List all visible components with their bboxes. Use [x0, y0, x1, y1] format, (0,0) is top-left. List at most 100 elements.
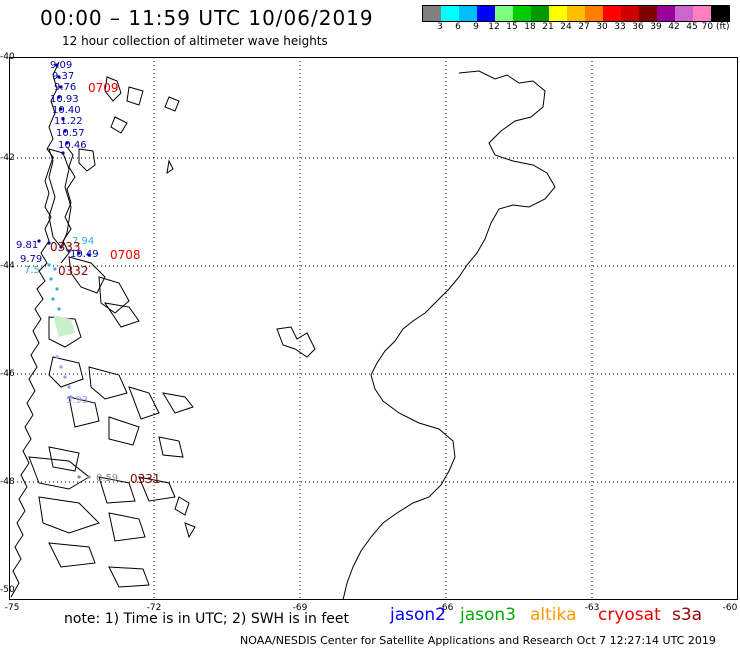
track-point [63, 129, 67, 133]
lat-label: -42 [0, 153, 15, 163]
graticule [9, 57, 738, 600]
track-point [59, 85, 63, 89]
track-point [59, 107, 63, 111]
legend-label: 33 [614, 22, 626, 32]
track-point [59, 365, 63, 369]
observation-time: 0332 [58, 264, 89, 278]
observation-time: 0709 [88, 81, 119, 95]
legend-swatch [585, 6, 603, 21]
legend-swatch [675, 6, 693, 21]
track-fill [53, 315, 75, 337]
track-point [55, 355, 59, 359]
legend-swatch [495, 6, 513, 21]
legend-swatch [441, 6, 459, 21]
track-point [57, 307, 61, 311]
wave-height-value: 10.93 [50, 94, 79, 105]
wave-height-value: 11.22 [54, 116, 83, 127]
lon-label: -63 [584, 603, 600, 613]
track-point [67, 385, 71, 389]
track-point [51, 297, 55, 301]
wave-height-value: 9.09 [50, 60, 73, 71]
wave-height-value: 9.81 [16, 240, 39, 251]
legend-swatch [657, 6, 675, 21]
track-point [49, 277, 53, 281]
legend-label: 21 [542, 22, 554, 32]
legend-swatch [639, 6, 657, 21]
lat-label: -48 [0, 477, 15, 487]
track-point [37, 239, 41, 243]
legend-label: 18 [524, 22, 536, 32]
map-canvas [9, 57, 738, 600]
wave-height-value: 9.37 [52, 71, 75, 82]
observation-time: 0331 [130, 472, 161, 486]
wave-height-value: 0.59 [96, 473, 119, 484]
lat-label: -50 [0, 585, 15, 595]
observation-time: 0333 [50, 240, 81, 254]
legend-label: 15 [506, 22, 518, 32]
legend-label: 42 [668, 22, 680, 32]
legend-swatch [549, 6, 567, 21]
legend-label: 45 [686, 22, 698, 32]
track-point [47, 241, 51, 245]
legend-swatch [567, 6, 585, 21]
lat-label: -44 [0, 261, 15, 271]
lon-label: -69 [292, 603, 308, 613]
lat-label: -40 [0, 52, 15, 62]
track-point [87, 253, 91, 257]
track-point [61, 117, 65, 121]
legend-label: 6 [455, 22, 461, 32]
lat-label: -46 [0, 369, 15, 379]
track-point [87, 475, 91, 479]
footnote: note: 1) Time is in UTC; 2) SWH is in fe… [64, 611, 350, 627]
wave-height-value: 5.93 [66, 395, 89, 406]
track-point [63, 375, 67, 379]
observation-time: 0708 [110, 248, 141, 262]
legend-swatch [693, 6, 711, 21]
lon-label: -72 [146, 603, 162, 613]
wave-height-value: 10.40 [52, 105, 81, 116]
coastline [10, 61, 556, 600]
map-subtitle: 12 hour collection of altimeter wave hei… [62, 34, 328, 48]
track-point [57, 95, 61, 99]
track-point [77, 251, 81, 255]
lon-label: -60 [722, 603, 738, 613]
wave-height-value: 7.94 [72, 236, 95, 247]
wave-height-value: 7.5 [24, 265, 40, 276]
legend-swatch [477, 6, 495, 21]
legend-label: 24 [560, 22, 572, 32]
credits-footer: NOAA/NESDIS Center for Satellite Applica… [240, 634, 716, 647]
satellite-label-jason2: jason2 [390, 605, 446, 625]
altimeter-tracks [37, 63, 91, 479]
wave-height-value: 9.79 [20, 254, 43, 265]
track-point [55, 287, 59, 291]
track-point [55, 63, 59, 67]
legend-label: 9 [473, 22, 479, 32]
legend-swatch [423, 6, 441, 21]
legend-swatch [513, 6, 531, 21]
satellite-label-cryosat: cryosat [598, 605, 661, 625]
track-point [57, 75, 61, 79]
legend-label: 30 [596, 22, 608, 32]
legend-swatch [621, 6, 639, 21]
track-point [47, 263, 51, 267]
track-point [59, 245, 63, 249]
lon-label: -66 [438, 603, 454, 613]
legend-label: 12 [488, 22, 500, 32]
wave-height-value: 10.49 [70, 249, 99, 260]
satellite-label-jason3: jason3 [460, 605, 516, 625]
track-point [65, 141, 69, 145]
legend-swatch [459, 6, 477, 21]
map-title: 00:00 – 11:59 UTC 10/06/2019 [40, 6, 374, 30]
track-point [61, 151, 65, 155]
legend-label: 70 (ft) [701, 22, 730, 32]
legend-label: 27 [578, 22, 590, 32]
satellite-label-s3a: s3a [672, 605, 703, 625]
track-point [67, 249, 71, 253]
track-point [53, 267, 57, 271]
wave-height-value: 10.57 [56, 128, 85, 139]
legend-label: 39 [650, 22, 662, 32]
wave-height-value: 10.46 [58, 140, 87, 151]
legend-swatch [603, 6, 621, 21]
color-legend [422, 5, 730, 22]
map-frame [9, 57, 738, 600]
